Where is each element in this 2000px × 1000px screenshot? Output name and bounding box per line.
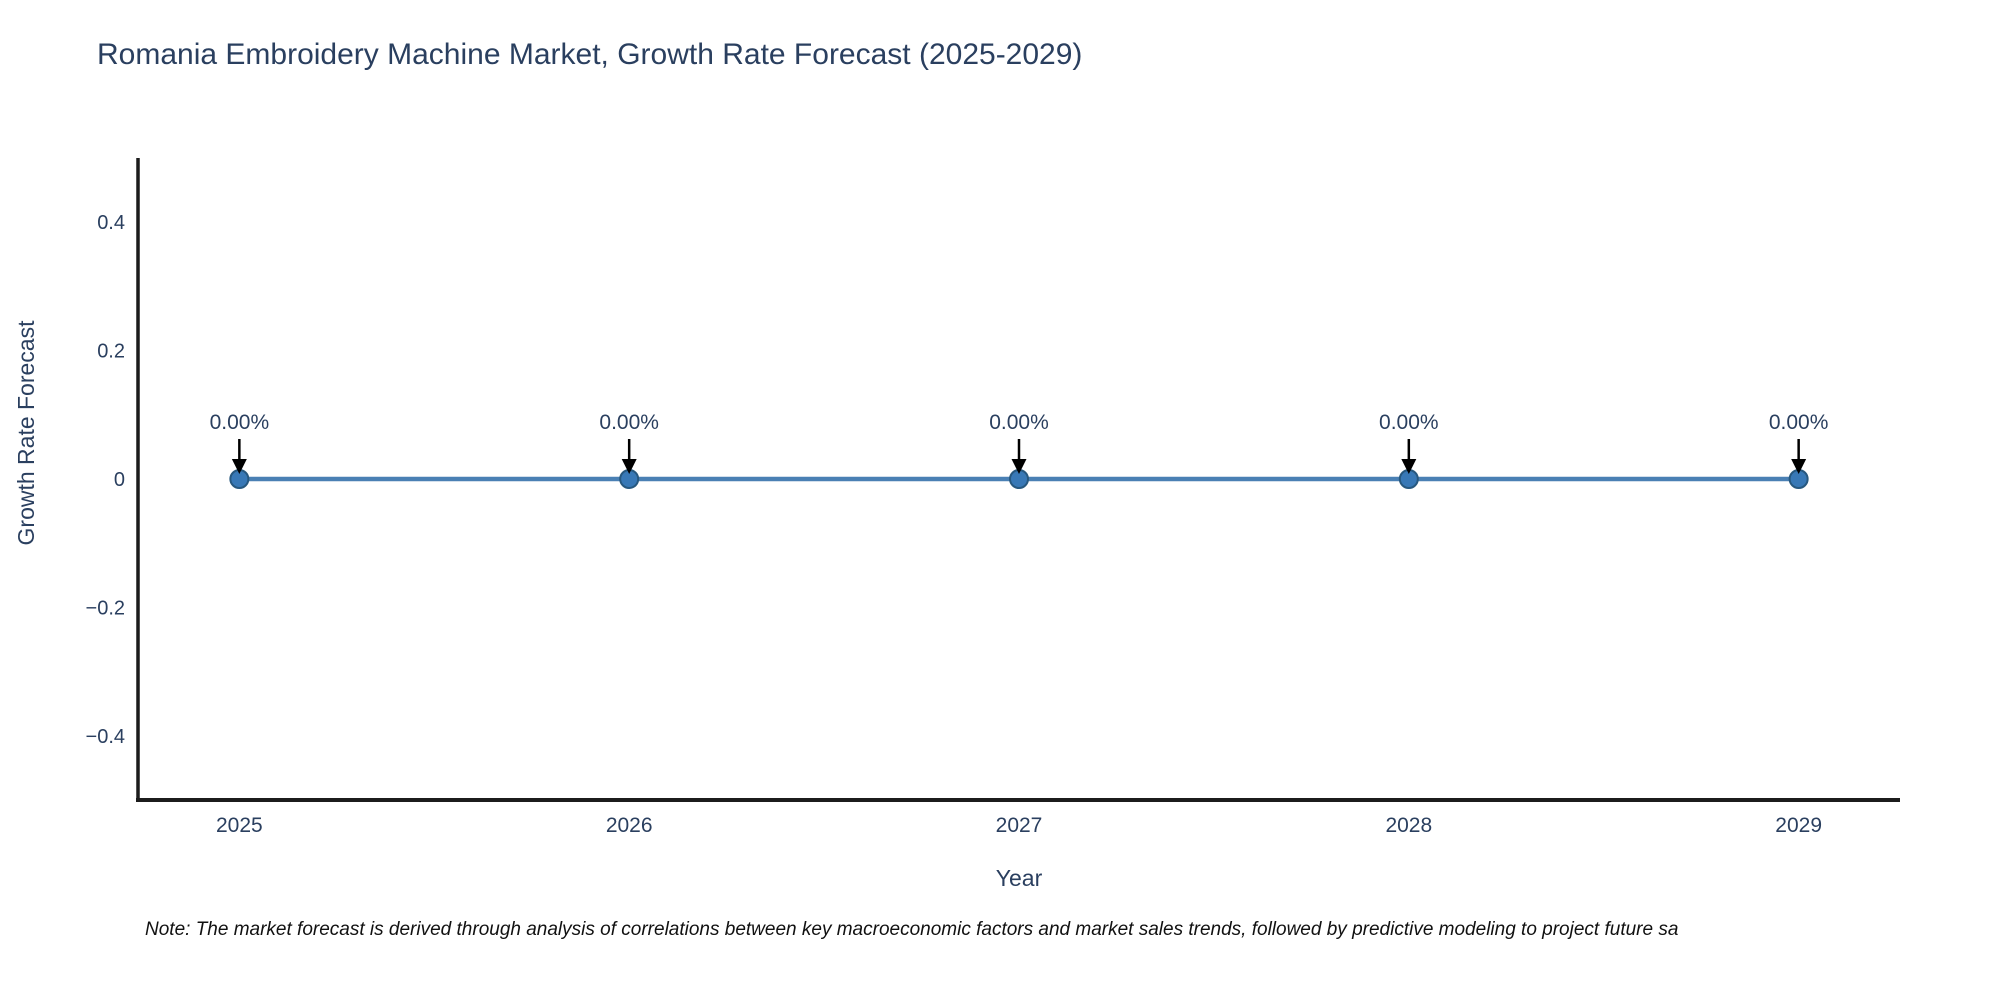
annotation-arrowhead	[1791, 459, 1807, 474]
y-tick-label: 0	[114, 469, 125, 491]
y-tick-label: −0.4	[86, 726, 125, 748]
x-axis-title: Year	[996, 865, 1043, 891]
y-tick-label: −0.2	[86, 597, 125, 619]
annotation-label: 0.00%	[1769, 411, 1829, 434]
y-tick-label: 0.2	[97, 341, 125, 363]
annotation-arrowhead	[1011, 459, 1027, 474]
x-tick-label: 2027	[996, 814, 1043, 837]
chart-title: Romania Embroidery Machine Market, Growt…	[97, 38, 1083, 71]
footnote: Note: The market forecast is derived thr…	[145, 919, 1679, 940]
annotation-arrowhead	[231, 459, 247, 474]
annotation-label: 0.00%	[989, 411, 1049, 434]
annotation-label: 0.00%	[599, 411, 659, 434]
x-tick-label: 2029	[1775, 814, 1822, 837]
annotation-label: 0.00%	[210, 411, 270, 434]
annotation-arrowhead	[1401, 459, 1417, 474]
x-tick-label: 2028	[1385, 814, 1432, 837]
x-tick-label: 2026	[606, 814, 653, 837]
y-tick-label: 0.4	[97, 212, 125, 234]
annotation-label: 0.00%	[1379, 411, 1439, 434]
annotation-arrowhead	[621, 459, 637, 474]
y-axis-title: Growth Rate Forecast	[13, 320, 39, 546]
x-tick-label: 2025	[216, 814, 263, 837]
